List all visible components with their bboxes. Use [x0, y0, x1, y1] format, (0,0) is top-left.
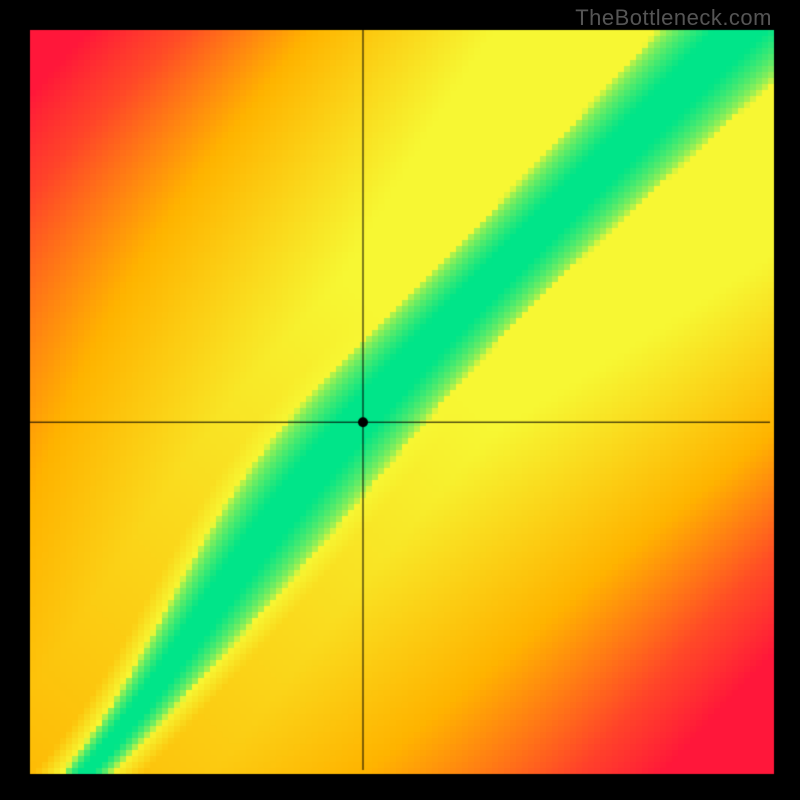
watermark-text: TheBottleneck.com: [575, 5, 772, 31]
bottleneck-heatmap: [0, 0, 800, 800]
